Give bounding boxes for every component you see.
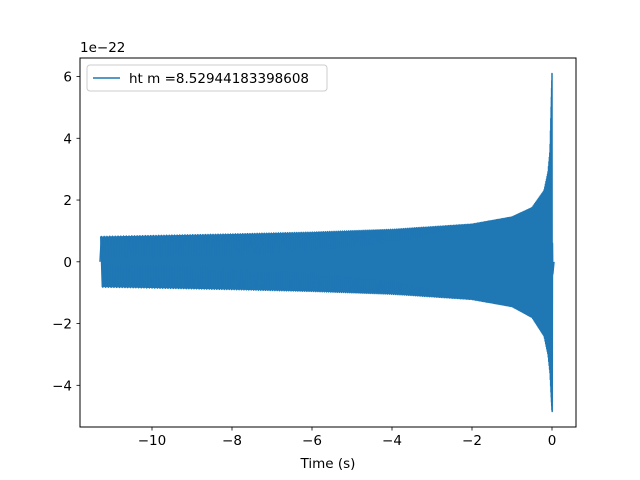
legend: ht m =8.52944183398608 bbox=[86, 64, 328, 92]
y-tick-label: −2 bbox=[52, 317, 72, 333]
x-tick-label: −2 bbox=[462, 433, 482, 449]
x-tick-label: −8 bbox=[222, 433, 242, 449]
legend-box bbox=[86, 64, 328, 92]
axes-frame bbox=[79, 57, 577, 428]
series-layer bbox=[99, 72, 555, 413]
x-tick-label: −4 bbox=[382, 433, 402, 449]
x-tick-label: −6 bbox=[302, 433, 322, 449]
y-tick-label: 0 bbox=[63, 255, 72, 271]
series-line-ht bbox=[99, 72, 555, 413]
y-axis-ticks: −4 −2 0 2 4 6 bbox=[52, 70, 80, 394]
x-axis-ticks: −10 −8 −6 −4 −2 0 bbox=[138, 427, 557, 449]
y-tick-label: 6 bbox=[63, 70, 72, 86]
y-offset-text: 1e−22 bbox=[80, 40, 125, 56]
x-axis-label: Time (s) bbox=[300, 456, 356, 472]
y-tick-label: −4 bbox=[52, 378, 72, 394]
legend-entry-label: ht m =8.52944183398608 bbox=[129, 71, 309, 87]
y-tick-label: 2 bbox=[63, 193, 72, 209]
plot-area bbox=[79, 57, 577, 428]
y-tick-label: 4 bbox=[63, 131, 72, 147]
x-tick-label: 0 bbox=[548, 433, 557, 449]
x-tick-label: −10 bbox=[138, 433, 167, 449]
